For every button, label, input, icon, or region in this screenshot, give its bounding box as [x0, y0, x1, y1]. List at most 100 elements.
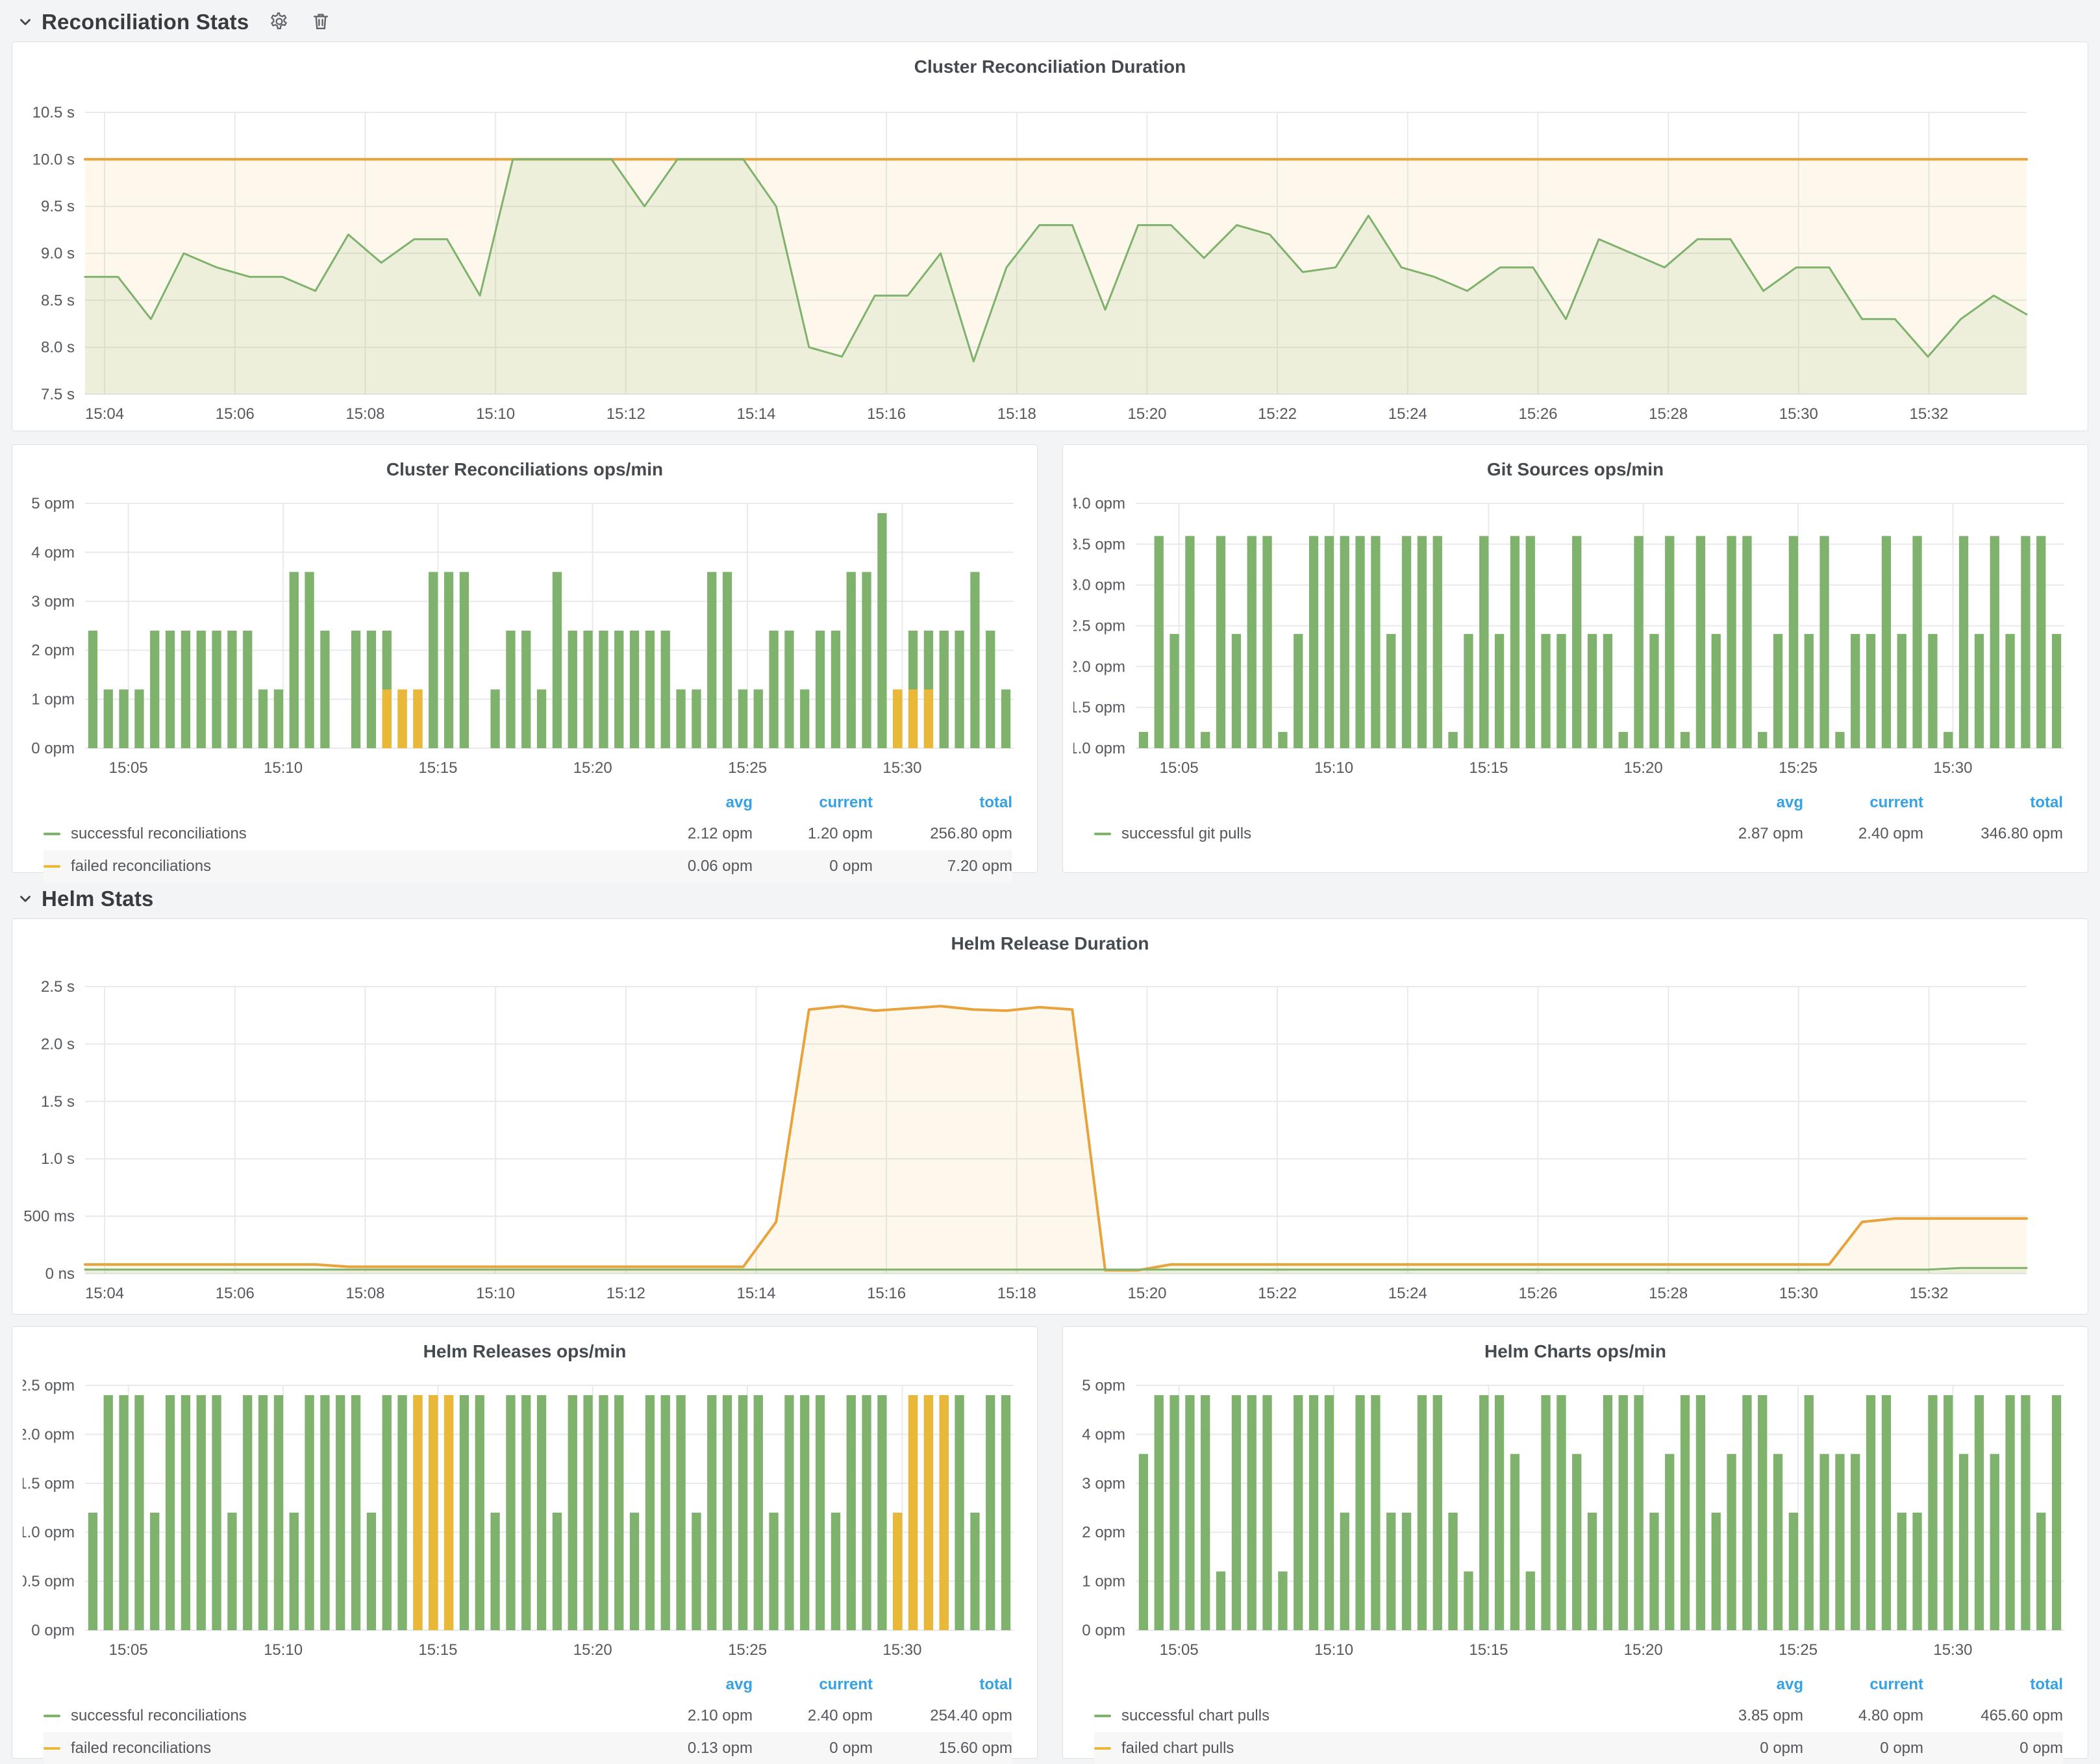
svg-text:0.5 opm: 0.5 opm — [23, 1573, 75, 1591]
svg-text:15:26: 15:26 — [1518, 405, 1557, 423]
panel-title[interactable]: Git Sources ops/min — [1486, 459, 1664, 479]
row-settings-button[interactable] — [268, 11, 290, 33]
panel-title[interactable]: Helm Release Duration — [951, 933, 1149, 953]
legend-series-label[interactable]: failed reconciliations — [44, 857, 632, 876]
row-header-helm-stats[interactable]: Helm Stats — [0, 877, 2100, 918]
legend-sort-avg[interactable]: avg — [725, 794, 753, 811]
svg-text:2.5 opm: 2.5 opm — [1073, 618, 1125, 635]
svg-text:15:30: 15:30 — [1779, 405, 1818, 423]
legend-row: failed reconciliations 0.13 opm 0 opm 15.60… — [44, 1732, 1012, 1764]
legend-value: 0.06 opm — [687, 857, 753, 875]
section-title: Helm Stats — [42, 887, 154, 911]
helm-charts-ops-chart[interactable]: 5 opm 4 opm 3 opm 2 opm 1 opm 0 opm 15:05 15:10… — [1073, 1368, 2077, 1667]
legend-series-label[interactable]: successful reconciliations — [44, 1707, 632, 1725]
legend-row: successful chart pulls 3.85 opm 4.80 opm 46… — [1094, 1700, 2063, 1732]
svg-text:15:10: 15:10 — [476, 1285, 515, 1302]
legend-sort-total[interactable]: total — [979, 794, 1012, 811]
svg-text:15:20: 15:20 — [1127, 405, 1166, 423]
legend-header: avg current total — [1094, 1670, 2063, 1700]
svg-text:15:04: 15:04 — [85, 1285, 124, 1302]
svg-text:15:05: 15:05 — [109, 759, 148, 777]
series-color-dash — [1094, 1715, 1111, 1717]
svg-text:15:10: 15:10 — [264, 1641, 303, 1659]
svg-text:15:10: 15:10 — [1314, 1641, 1353, 1659]
panel-title[interactable]: Helm Releases ops/min — [423, 1341, 627, 1361]
cluster-reconciliation-duration-chart[interactable]: 10.5 s 10.0 s 9.5 s 9.0 s 8.5 s 8.0 s 7.5 s 15:… — [23, 84, 2077, 424]
legend-table: avg current total successful chart pulls 3.8… — [1094, 1670, 2063, 1764]
panel-title[interactable]: Cluster Reconciliations ops/min — [386, 459, 664, 479]
panel-title[interactable]: Helm Charts ops/min — [1484, 1341, 1667, 1361]
legend-sort-current[interactable]: current — [819, 1676, 873, 1693]
legend-sort-current[interactable]: current — [1869, 794, 1923, 811]
svg-text:15:05: 15:05 — [109, 1641, 148, 1659]
legend-value: 4.80 opm — [1858, 1707, 1923, 1724]
legend-row: successful git pulls 2.87 opm 2.40 opm 346.… — [1094, 818, 2063, 850]
svg-text:1 opm: 1 opm — [31, 691, 75, 709]
legend-sort-avg[interactable]: avg — [725, 1676, 753, 1693]
svg-text:15:22: 15:22 — [1258, 405, 1297, 423]
legend-series-label[interactable]: successful reconciliations — [44, 825, 632, 843]
legend-row: successful reconciliations 2.12 opm 1.20 o… — [44, 818, 1012, 850]
svg-text:15:05: 15:05 — [1160, 759, 1199, 777]
panel-helm-release-duration: Helm Release Duration 2.5 s 2.0 s 1.5 s 1.0… — [12, 918, 2088, 1315]
svg-text:1 opm: 1 opm — [1082, 1573, 1125, 1591]
chart-svg: 10.5 s 10.0 s 9.5 s 9.0 s 8.5 s 8.0 s 7.5 s 15:… — [32, 104, 2028, 423]
legend-sort-total[interactable]: total — [979, 1676, 1012, 1693]
chart-svg: 4.0 opm 3.5 opm 3.0 opm 2.5 opm 2.0 opm 1.5 o… — [1073, 495, 2064, 777]
legend-sort-avg[interactable]: avg — [1776, 1676, 1803, 1693]
legend-sort-total[interactable]: total — [2030, 1676, 2063, 1693]
svg-text:15:30: 15:30 — [1933, 1641, 1972, 1659]
legend-header: avg current total — [1094, 788, 2063, 818]
legend-value: 15.60 opm — [938, 1739, 1012, 1757]
legend-sort-current[interactable]: current — [1869, 1676, 1923, 1693]
series-color-dash — [1094, 1747, 1111, 1750]
svg-text:15:20: 15:20 — [1624, 759, 1663, 777]
helm-release-duration-chart[interactable]: 2.5 s 2.0 s 1.5 s 1.0 s 500 ms 0 ns 15:04 15:06… — [23, 961, 2077, 1306]
chart-svg: 5 opm 4 opm 3 opm 2 opm 1 opm 0 opm 15:05 15:10… — [1082, 1377, 2064, 1659]
svg-text:15:30: 15:30 — [882, 1641, 921, 1659]
svg-text:1.5 opm: 1.5 opm — [1073, 699, 1125, 716]
svg-text:5 opm: 5 opm — [1082, 1377, 1125, 1394]
legend-value: 0.13 opm — [687, 1739, 753, 1757]
legend-series-label[interactable]: successful chart pulls — [1094, 1707, 1683, 1725]
row-header-reconciliation-stats[interactable]: Reconciliation Stats — [0, 0, 2100, 42]
svg-text:15:15: 15:15 — [418, 759, 457, 777]
svg-text:15:18: 15:18 — [997, 1285, 1036, 1302]
svg-text:15:25: 15:25 — [1779, 759, 1818, 777]
helm-releases-ops-chart[interactable]: 2.5 opm 2.0 opm 1.5 opm 1.0 opm 0.5 opm 0 opm… — [23, 1368, 1027, 1667]
svg-text:3 opm: 3 opm — [1082, 1475, 1125, 1493]
svg-text:9.0 s: 9.0 s — [41, 245, 75, 262]
legend-sort-current[interactable]: current — [819, 794, 873, 811]
svg-text:15:24: 15:24 — [1388, 405, 1427, 423]
row-delete-button[interactable] — [310, 11, 332, 33]
legend-header: avg current total — [44, 1670, 1012, 1700]
legend-value: 1.20 opm — [807, 825, 873, 842]
svg-text:2.0 opm: 2.0 opm — [1073, 658, 1125, 675]
panel-title[interactable]: Cluster Reconciliation Duration — [914, 57, 1186, 77]
legend-series-label[interactable]: failed chart pulls — [1094, 1739, 1683, 1758]
legend-value: 0 opm — [2019, 1739, 2063, 1757]
legend-sort-avg[interactable]: avg — [1776, 794, 1803, 811]
legend-series-label[interactable]: successful git pulls — [1094, 825, 1683, 843]
git-sources-ops-chart[interactable]: 4.0 opm 3.5 opm 3.0 opm 2.5 opm 2.0 opm 1.5 o… — [1073, 486, 2077, 785]
legend-series-label[interactable]: failed reconciliations — [44, 1739, 632, 1758]
legend-value: 0 opm — [829, 1739, 873, 1757]
legend-value: 254.40 opm — [930, 1707, 1012, 1724]
svg-text:15:24: 15:24 — [1388, 1285, 1427, 1302]
svg-text:2.5 opm: 2.5 opm — [23, 1377, 75, 1394]
legend-value: 2.40 opm — [807, 1707, 873, 1724]
svg-text:10.5 s: 10.5 s — [32, 104, 75, 121]
cluster-reconciliations-ops-chart[interactable]: 5 opm 4 opm 3 opm 2 opm 1 opm 0 opm 15:05 15:10… — [23, 486, 1027, 785]
svg-text:15:08: 15:08 — [345, 405, 384, 423]
legend-sort-total[interactable]: total — [2030, 794, 2063, 811]
legend-value: 0 opm — [1760, 1739, 1803, 1757]
svg-text:0 opm: 0 opm — [31, 1622, 75, 1639]
panel-cluster-reconciliations-ops: Cluster Reconciliations ops/min 5 opm 4 o… — [12, 444, 1038, 883]
legend-value: 346.80 opm — [1981, 825, 2063, 842]
svg-text:15:16: 15:16 — [867, 1285, 906, 1302]
svg-text:15:10: 15:10 — [476, 405, 515, 423]
svg-text:1.0 opm: 1.0 opm — [1073, 740, 1125, 757]
svg-text:4.0 opm: 4.0 opm — [1073, 495, 1125, 512]
series-color-dash — [44, 865, 60, 868]
series-color-dash — [44, 1715, 60, 1717]
